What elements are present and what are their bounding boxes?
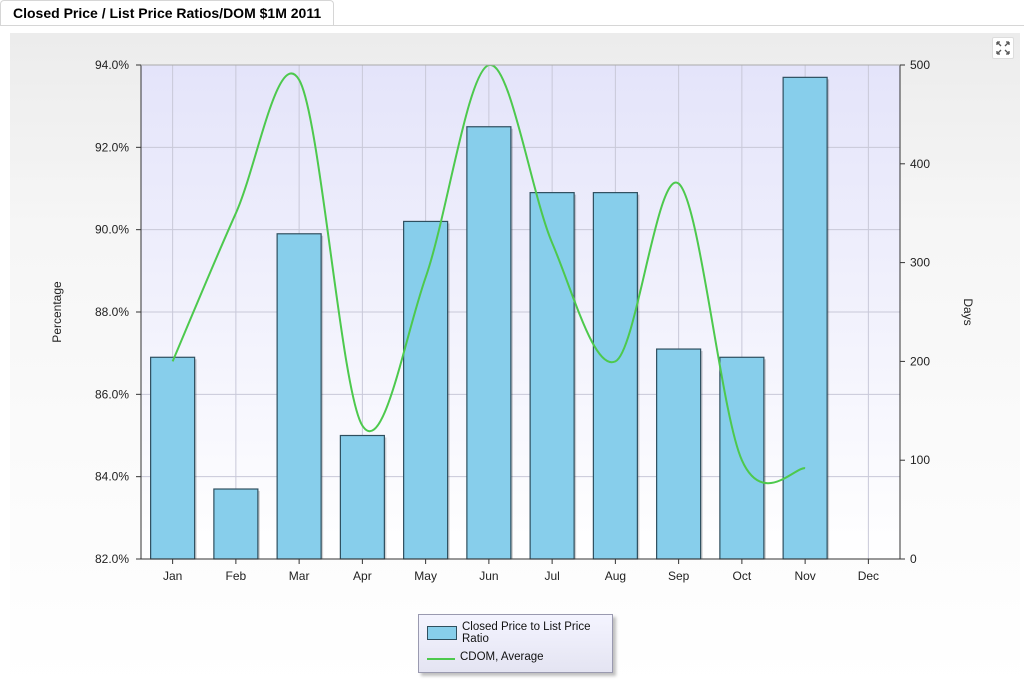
bar — [339, 434, 385, 560]
bar — [276, 233, 322, 560]
y2-tick-label: 0 — [910, 552, 917, 566]
legend-bar-swatch — [427, 626, 457, 640]
y2-tick-label: 200 — [910, 354, 930, 368]
y-tick-label: 82.0% — [95, 552, 129, 566]
bar — [782, 76, 828, 560]
cdom-line — [171, 65, 806, 485]
expand-icon[interactable] — [992, 37, 1014, 59]
axis-labels: 82.0% 84.0% 86.0% 88.0% 90.0% 92.0% 94.0% 0 100 2… — [95, 58, 930, 583]
x-tick-label: Jul — [544, 569, 559, 583]
bar — [656, 348, 702, 560]
bar — [403, 220, 449, 560]
y-tick-label: 86.0% — [95, 387, 129, 401]
legend-line-swatch — [427, 658, 455, 660]
legend-label: CDOM, Average — [460, 651, 544, 663]
tab-divider — [0, 25, 1024, 26]
bar-series — [150, 76, 830, 560]
x-tick-label: Jan — [163, 569, 182, 583]
y-tick-label: 92.0% — [95, 140, 129, 154]
x-tick-label: Nov — [794, 569, 815, 583]
y-tick-label: 90.0% — [95, 223, 129, 237]
y-tick-label: 84.0% — [95, 470, 129, 484]
bar — [150, 356, 196, 560]
x-tick-label: Aug — [605, 569, 626, 583]
bar — [592, 192, 638, 560]
y2-tick-label: 500 — [910, 58, 930, 72]
x-tick-label: Mar — [289, 569, 310, 583]
axes — [136, 64, 905, 564]
x-tick-label: Jun — [479, 569, 498, 583]
y2-tick-label: 100 — [910, 453, 930, 467]
x-tick-label: Oct — [733, 569, 752, 583]
line-series — [171, 64, 806, 485]
legend-label: Closed Price to List Price Ratio — [462, 621, 591, 645]
y2-axis-label: Days — [961, 298, 975, 325]
x-tick-label: Sep — [668, 569, 690, 583]
y-tick-label: 94.0% — [95, 58, 129, 72]
y2-tick-label: 300 — [910, 256, 930, 270]
legend-item-bars: Closed Price to List Price Ratio — [427, 621, 607, 645]
bar — [213, 488, 259, 560]
y-axis-label: Percentage — [50, 281, 64, 343]
y2-tick-label: 400 — [910, 157, 930, 171]
x-tick-label: Dec — [858, 569, 879, 583]
x-tick-label: May — [414, 569, 437, 583]
bar — [529, 192, 575, 560]
legend-item-line: CDOM, Average — [427, 651, 605, 663]
chart-title-tab[interactable]: Closed Price / List Price Ratios/DOM $1M… — [0, 0, 335, 26]
y-tick-label: 88.0% — [95, 305, 129, 319]
legend: Closed Price to List Price Ratio CDOM, A… — [418, 614, 613, 673]
x-tick-label: Apr — [353, 569, 372, 583]
x-tick-label: Feb — [226, 569, 247, 583]
bar — [466, 126, 512, 560]
